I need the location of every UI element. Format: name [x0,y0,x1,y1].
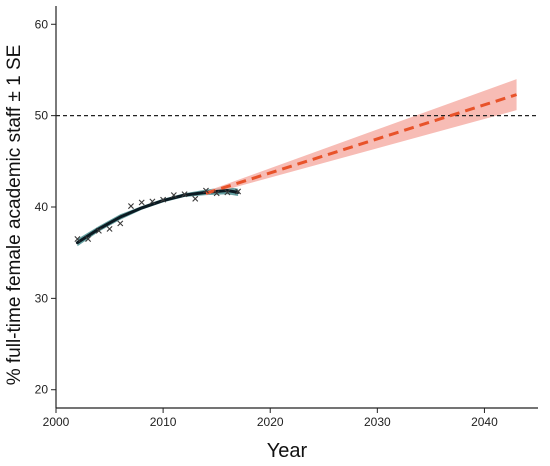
data-point [213,190,220,197]
y-tick-label: 50 [35,109,49,123]
data-point [138,199,145,206]
series-lines [75,93,518,245]
data-point [85,235,92,242]
data-point [170,192,177,199]
data-point [149,198,156,205]
x-axis-ticks: 2000 2010 2020 2030 2040 [43,408,498,429]
y-tick-label: 30 [35,291,49,305]
x-axis-title: Year [267,440,308,462]
x-tick-label: 2030 [364,415,391,429]
data-point [160,196,167,203]
data-point [106,225,113,232]
y-tick-label: 60 [35,17,49,31]
x-tick-label: 2000 [43,415,70,429]
y-axis-title: % full-time female academic staff ± 1 SE [4,45,25,386]
x-tick-label: 2040 [471,415,498,429]
y-axis-ticks: 20 30 40 50 60 [35,17,56,397]
data-point [95,227,102,234]
projection-band [205,79,517,196]
data-point [74,235,81,242]
confidence-bands [77,79,517,247]
fitted-curve-line [75,189,240,245]
data-point [127,203,134,210]
data-point [202,187,209,194]
data-point [235,188,242,195]
observed-points [74,187,242,242]
axes [55,6,538,409]
y-tick-label: 20 [35,383,49,397]
data-point [224,189,231,196]
x-tick-label: 2010 [150,415,177,429]
fitted-curve-band [77,186,239,247]
x-tick-label: 2020 [257,415,284,429]
data-point [117,220,124,227]
projection-line [205,93,518,195]
data-point [181,191,188,198]
data-point [192,195,199,202]
y-tick-label: 40 [35,200,49,214]
